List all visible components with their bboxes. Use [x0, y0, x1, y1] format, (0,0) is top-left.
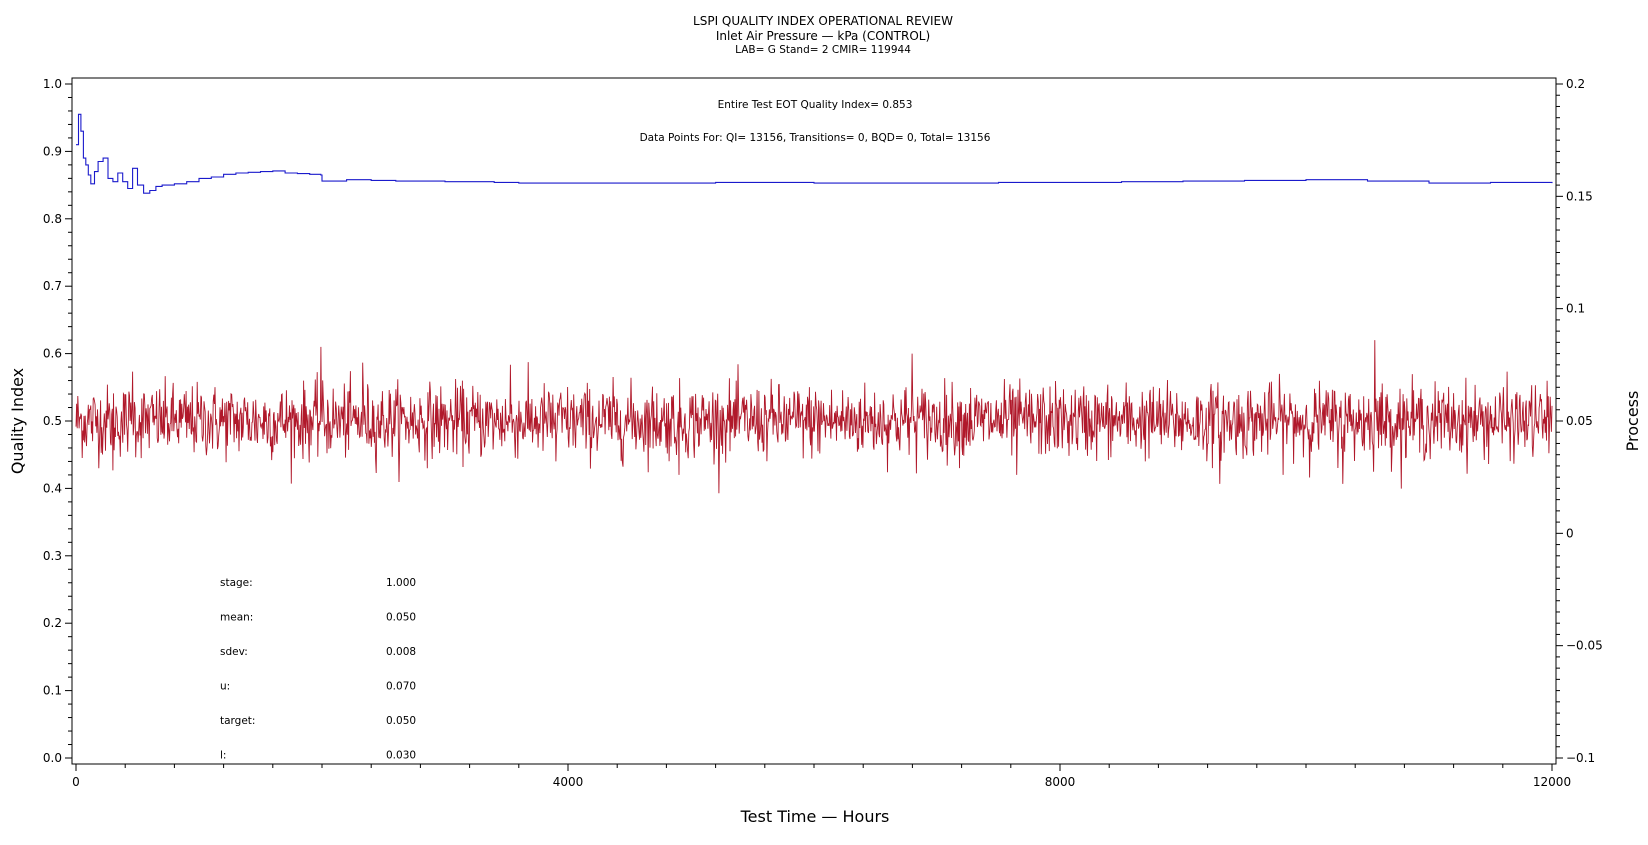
stat-label: stage:	[220, 577, 253, 589]
y-left-tick-label: 0.4	[43, 481, 62, 495]
y-left-tick-label: 1.0	[43, 77, 62, 91]
y-left-tick-label: 0.6	[43, 347, 62, 361]
y-left-tick-label: 0.1	[43, 684, 62, 698]
stat-label: u:	[220, 681, 230, 693]
process-series-line	[75, 340, 1553, 494]
y-right-tick-label: 0.05	[1566, 414, 1593, 428]
chart-title: LSPI QUALITY INDEX OPERATIONAL REVIEW	[693, 14, 953, 28]
y-right-tick-label: −0.05	[1566, 639, 1603, 653]
y-left-tick-label: 0.7	[43, 279, 62, 293]
x-axis: 0 4000 8000 12000	[72, 764, 1571, 789]
x-tick-label: 12000	[1533, 775, 1571, 789]
chart-subsubtitle: LAB= G Stand= 2 CMIR= 119944	[735, 44, 911, 56]
x-tick-label: 0	[72, 775, 80, 789]
points-annotation: Data Points For: QI= 13156, Transitions=…	[640, 132, 991, 144]
eot-annotation: Entire Test EOT Quality Index= 0.853	[718, 99, 913, 111]
x-axis-title: Test Time — Hours	[740, 807, 890, 826]
y-right-tick-label: 0	[1566, 526, 1574, 540]
y-left-tick-label: 0.9	[43, 144, 62, 158]
y-left-tick-label: 0.2	[43, 616, 62, 630]
y-axis-right: −0.1 −0.05 0 0.05 0.1 0.15 0.2	[1556, 77, 1603, 765]
y-left-tick-label: 0.8	[43, 212, 62, 226]
series-layer	[75, 113, 1553, 494]
stat-value: 0.050	[386, 612, 416, 624]
x-tick-label: 8000	[1045, 775, 1076, 789]
stat-value: 0.050	[386, 715, 416, 727]
chart-subtitle: Inlet Air Pressure — kPa (CONTROL)	[716, 29, 930, 43]
stat-label: target:	[220, 715, 255, 727]
stat-label: l:	[220, 750, 226, 762]
stats-block: stage: 1.000 mean: 0.050 sdev: 0.008 u: 0.070 ta…	[220, 577, 416, 762]
y-right-tick-label: 0.2	[1566, 77, 1585, 91]
stat-label: sdev:	[220, 646, 248, 658]
stat-value: 0.030	[386, 750, 416, 762]
y-left-tick-label: 0.3	[43, 549, 62, 563]
stat-label: mean:	[220, 612, 253, 624]
y-left-tick-label: 0.0	[43, 751, 62, 765]
y-right-tick-label: 0.1	[1566, 302, 1585, 316]
x-tick-label: 4000	[553, 775, 584, 789]
stat-value: 0.070	[386, 681, 416, 693]
y-right-tick-label: −0.1	[1566, 751, 1595, 765]
y-right-tick-label: 0.15	[1566, 189, 1593, 203]
stat-value: 0.008	[386, 646, 416, 658]
y-axis-left: 0.0 0.1 0.2 0.3 0.4 0.5 0.6 0.7 0.8 0.9 1.0	[43, 77, 72, 765]
y-left-tick-label: 0.5	[43, 414, 62, 428]
quality-index-series-line	[76, 113, 1553, 194]
y-axis-left-title: Quality Index	[8, 368, 27, 474]
stat-value: 1.000	[386, 577, 416, 589]
y-axis-right-title: Process	[1623, 391, 1642, 452]
